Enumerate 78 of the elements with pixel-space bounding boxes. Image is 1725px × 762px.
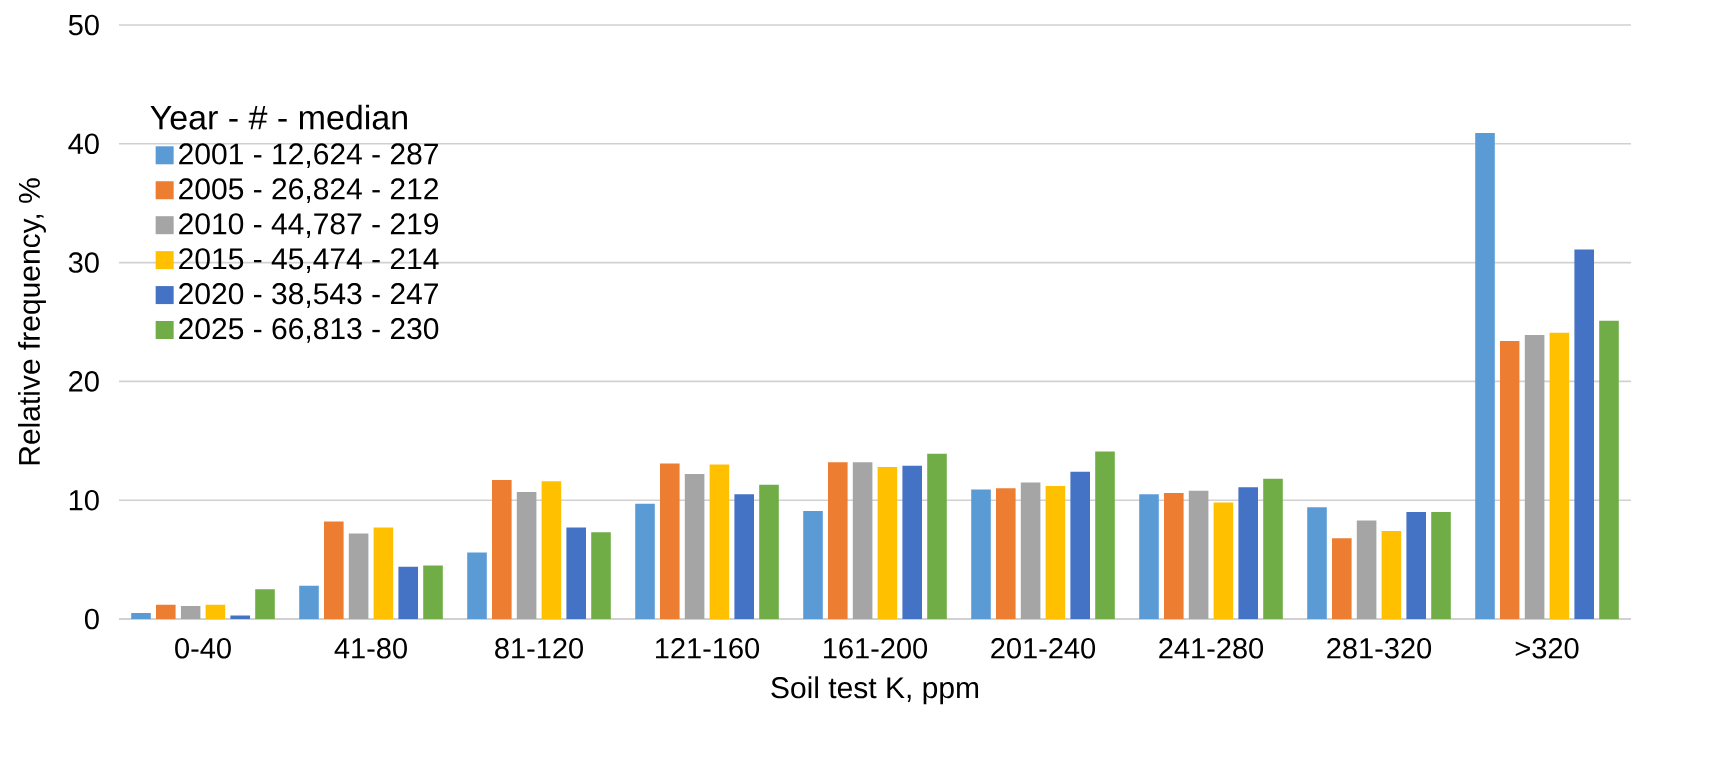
bar xyxy=(635,503,655,619)
bar xyxy=(902,465,922,619)
bar xyxy=(1431,512,1451,619)
legend-label: 2001 - 12,624 - 287 xyxy=(179,143,438,169)
bar xyxy=(230,615,251,619)
bar xyxy=(877,466,898,619)
bar xyxy=(1406,512,1427,619)
legend-label: 2005 - 26,824 - 212 xyxy=(179,178,438,204)
bar xyxy=(467,552,487,619)
bar xyxy=(1500,341,1520,619)
y-tick-label: 50 xyxy=(68,14,99,36)
bar xyxy=(591,532,611,619)
bar xyxy=(1213,502,1234,619)
bar xyxy=(156,604,176,619)
x-tick-label: 241-280 xyxy=(1159,638,1264,659)
bar xyxy=(398,566,419,619)
bar xyxy=(1238,487,1259,619)
x-tick-label: 281-320 xyxy=(1327,638,1432,659)
x-tick-label: 161-200 xyxy=(823,638,928,659)
x-tick-label: 121-160 xyxy=(655,638,760,659)
bar xyxy=(852,462,873,619)
legend-label: 2020 - 38,543 - 247 xyxy=(179,283,438,308)
bar xyxy=(1020,482,1041,619)
bar xyxy=(180,605,201,619)
x-axis-title: Soil test K, ppm xyxy=(771,676,979,705)
bar xyxy=(996,488,1016,619)
y-tick-label: 30 xyxy=(68,252,99,273)
bar xyxy=(759,484,779,619)
bar xyxy=(1263,478,1283,619)
bar xyxy=(205,604,226,619)
bar xyxy=(1095,451,1115,619)
bar xyxy=(1332,538,1352,619)
bar xyxy=(1599,320,1619,619)
bar xyxy=(131,613,151,619)
bar xyxy=(709,464,730,619)
bar xyxy=(1356,520,1377,619)
bar xyxy=(734,494,754,619)
bar xyxy=(1549,332,1570,619)
bar xyxy=(684,474,705,619)
legend-title: Year - # - median xyxy=(150,104,407,130)
bar xyxy=(1524,335,1545,619)
bar xyxy=(348,533,369,619)
bar xyxy=(516,491,537,619)
bar xyxy=(971,489,991,619)
y-tick-label: 10 xyxy=(69,489,99,511)
bar xyxy=(1188,490,1209,619)
bar xyxy=(1070,471,1091,619)
bar xyxy=(1475,133,1495,619)
bar xyxy=(1381,531,1402,619)
bar xyxy=(373,527,394,619)
bar xyxy=(1574,249,1594,619)
bar xyxy=(927,453,947,619)
bar xyxy=(566,527,586,619)
bar xyxy=(492,480,512,619)
y-tick-label: 40 xyxy=(68,133,99,155)
legend-label: 2010 - 44,787 - 219 xyxy=(179,213,439,238)
y-tick-label: 0 xyxy=(84,608,99,630)
y-tick-label: 20 xyxy=(69,371,99,392)
bar xyxy=(541,481,562,619)
bar xyxy=(1307,507,1327,619)
bar xyxy=(1164,493,1184,619)
x-tick-label: 0-40 xyxy=(175,638,231,659)
x-tick-label: 201-240 xyxy=(991,638,1096,659)
bar xyxy=(1045,485,1066,619)
bar xyxy=(299,585,319,619)
x-tick-label: 81-120 xyxy=(495,638,583,659)
x-tick-label: 41-80 xyxy=(334,638,407,659)
bar xyxy=(660,463,680,619)
bar xyxy=(1139,494,1159,619)
x-tick-label: >320 xyxy=(1515,638,1579,659)
bar xyxy=(828,462,848,619)
bar xyxy=(255,589,275,619)
y-axis-title: Relative frequency, % xyxy=(17,178,46,465)
bar xyxy=(803,510,823,619)
bar xyxy=(423,565,443,619)
bar xyxy=(324,521,344,619)
legend-label: 2015 - 45,474 - 214 xyxy=(179,248,439,273)
legend-label: 2025 - 66,813 - 230 xyxy=(179,318,439,343)
